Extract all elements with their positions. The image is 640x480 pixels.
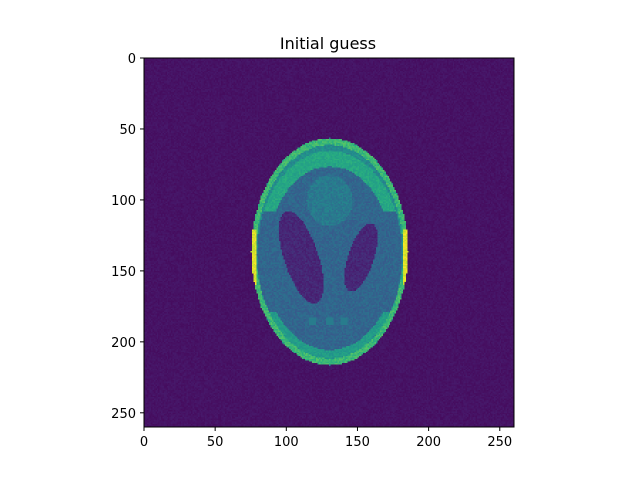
chart-title: Initial guess: [280, 34, 376, 53]
y-tick-label: 150: [111, 265, 136, 280]
y-tick-label: 100: [111, 194, 136, 209]
x-tick-label: 250: [487, 435, 512, 450]
image-area: [143, 57, 515, 428]
y-tick-label: 200: [111, 336, 136, 351]
axes-frame: [143, 57, 515, 428]
x-axis: 0 50 100 150 200 250: [140, 427, 512, 450]
y-tick-label: 250: [111, 407, 136, 422]
x-tick-label: 150: [345, 435, 370, 450]
y-tick-label: 0: [128, 52, 136, 67]
x-tick-label: 200: [416, 435, 441, 450]
x-tick-label: 0: [140, 435, 148, 450]
x-tick-label: 50: [207, 435, 224, 450]
y-axis: 0 50 100 150 200 250: [111, 52, 144, 422]
heatmap-image: [144, 58, 514, 427]
x-tick-label: 100: [274, 435, 299, 450]
y-tick-label: 50: [119, 123, 136, 138]
